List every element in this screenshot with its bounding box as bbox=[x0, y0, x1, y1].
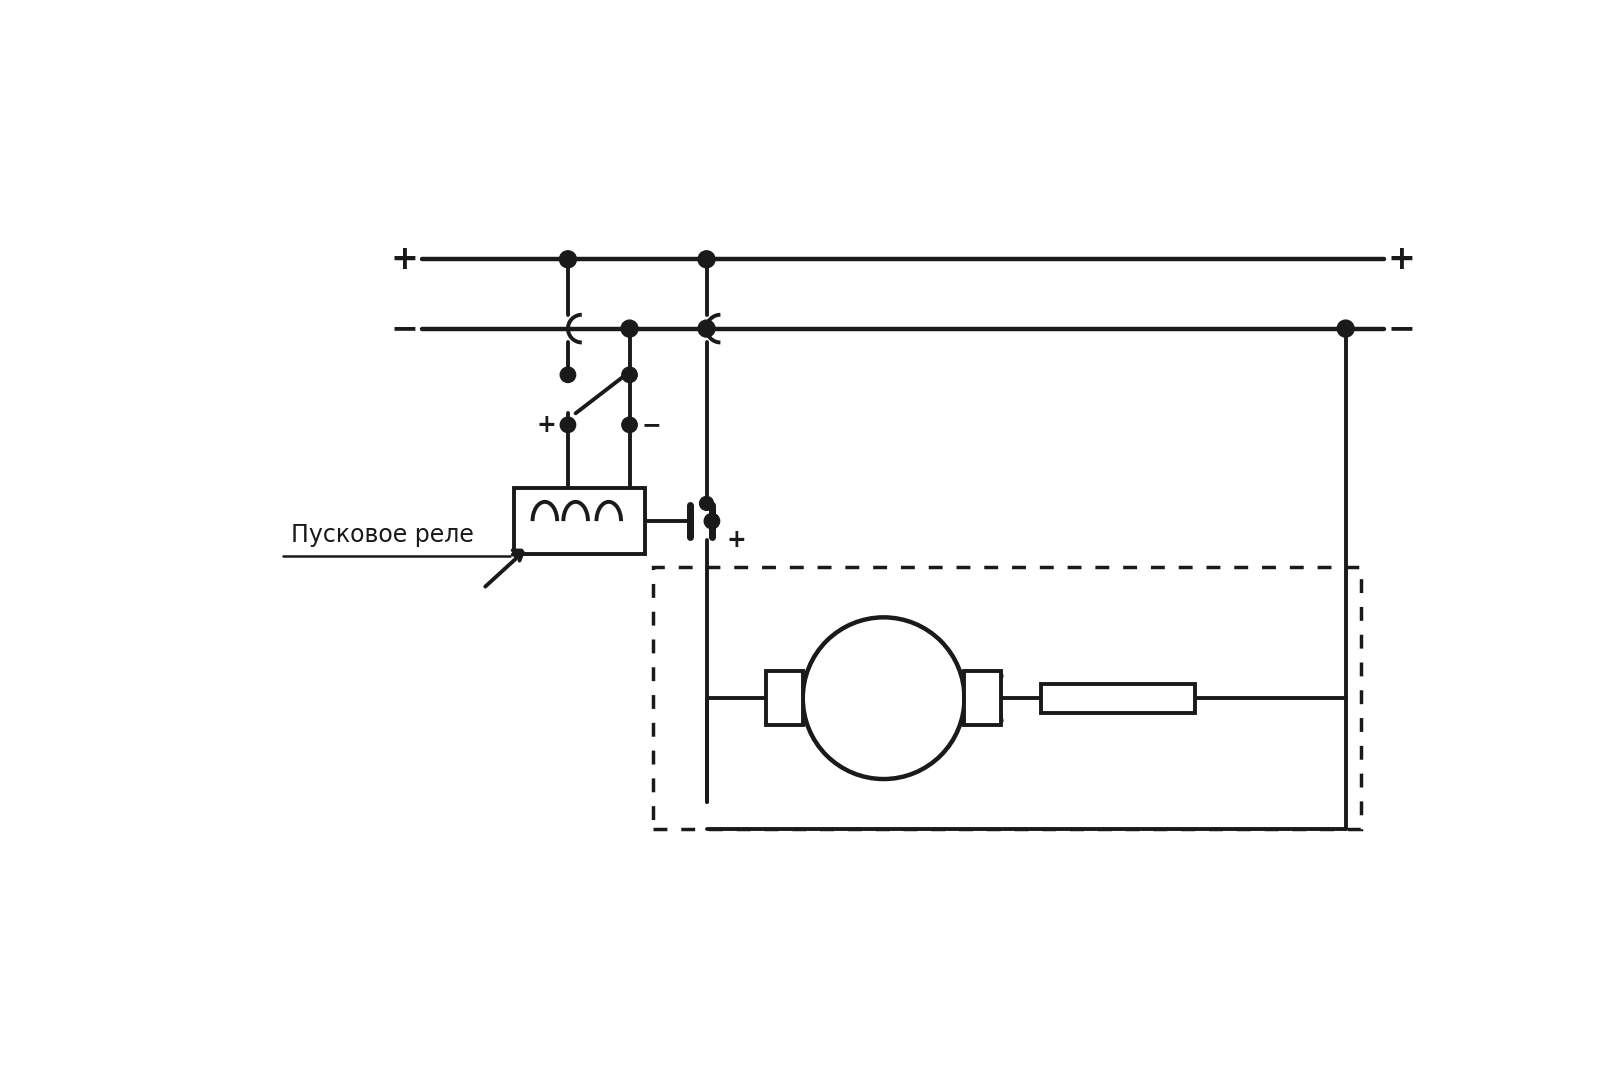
Text: Пусковое реле: Пусковое реле bbox=[291, 522, 473, 547]
Circle shape bbox=[561, 367, 575, 382]
Bar bbox=[653, 567, 1361, 829]
Text: −: − bbox=[642, 413, 661, 437]
Circle shape bbox=[622, 417, 637, 432]
Bar bbox=[766, 671, 803, 725]
Bar bbox=[1041, 684, 1196, 713]
Circle shape bbox=[700, 496, 714, 510]
Circle shape bbox=[559, 250, 577, 268]
Bar bbox=[514, 488, 645, 554]
Circle shape bbox=[1336, 320, 1354, 337]
Bar bbox=[965, 671, 1002, 725]
Text: +: + bbox=[727, 529, 747, 552]
Circle shape bbox=[705, 514, 719, 529]
Circle shape bbox=[561, 417, 575, 432]
Circle shape bbox=[622, 367, 637, 382]
Circle shape bbox=[698, 320, 714, 337]
Text: +: + bbox=[391, 243, 419, 276]
Text: +: + bbox=[537, 413, 556, 437]
Circle shape bbox=[803, 617, 965, 779]
Text: −: − bbox=[1387, 312, 1416, 346]
Circle shape bbox=[698, 250, 714, 268]
Text: −: − bbox=[391, 312, 419, 346]
Text: +: + bbox=[1387, 243, 1416, 276]
Circle shape bbox=[621, 320, 638, 337]
Text: М: М bbox=[863, 677, 905, 719]
